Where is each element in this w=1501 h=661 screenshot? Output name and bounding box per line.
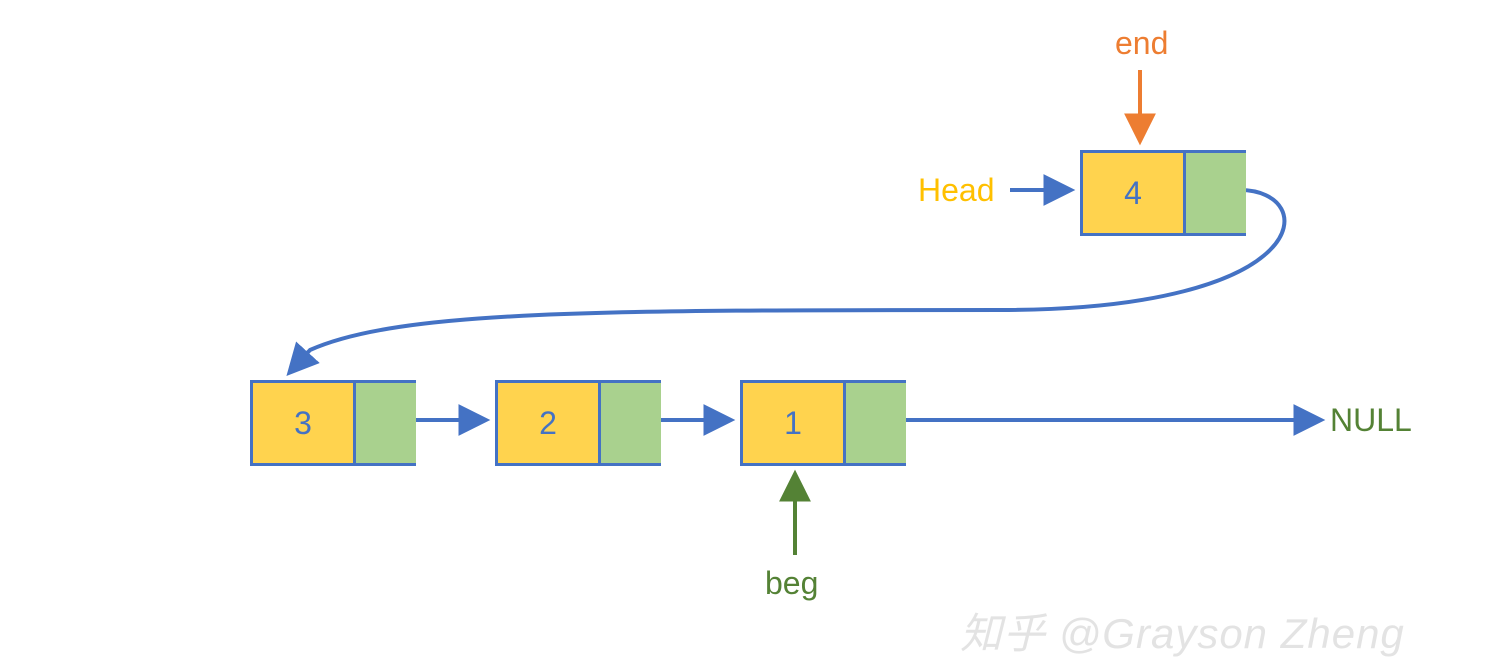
list-node-1: 1 xyxy=(740,380,906,466)
node-data-cell: 2 xyxy=(498,383,601,463)
node-value: 3 xyxy=(294,405,312,442)
null-label: NULL xyxy=(1330,402,1412,439)
node-pointer-cell xyxy=(601,383,661,463)
connectors-layer xyxy=(0,0,1501,661)
node-value: 2 xyxy=(539,405,557,442)
list-node-2: 2 xyxy=(495,380,661,466)
node-pointer-cell xyxy=(1186,153,1246,233)
beg-label: beg xyxy=(765,565,818,602)
node-data-cell: 3 xyxy=(253,383,356,463)
watermark-text: 知乎 @Grayson Zheng xyxy=(960,600,1405,661)
node-data-cell: 4 xyxy=(1083,153,1186,233)
end-label: end xyxy=(1115,25,1168,62)
node-value: 4 xyxy=(1124,175,1142,212)
node-pointer-cell xyxy=(356,383,416,463)
list-node-3: 3 xyxy=(250,380,416,466)
node-data-cell: 1 xyxy=(743,383,846,463)
node-pointer-cell xyxy=(846,383,906,463)
list-node-4: 4 xyxy=(1080,150,1246,236)
head-label: Head xyxy=(918,172,995,209)
node-value: 1 xyxy=(784,405,802,442)
